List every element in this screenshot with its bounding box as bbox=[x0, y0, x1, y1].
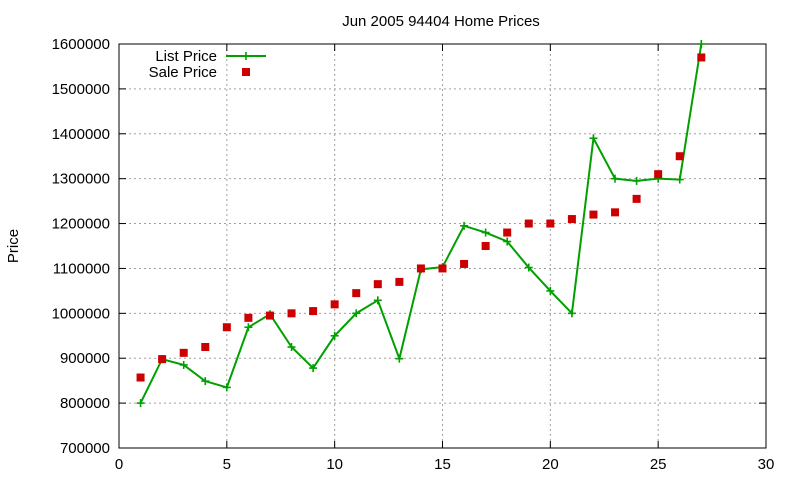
y-tick-label: 1000000 bbox=[52, 305, 110, 322]
legend-label: Sale Price bbox=[149, 64, 217, 81]
legend-swatch-marker bbox=[242, 68, 250, 76]
x-tick-label: 20 bbox=[542, 456, 559, 473]
plot-frame bbox=[118, 43, 767, 449]
sale-price-point bbox=[309, 307, 318, 316]
legend-label: List Price bbox=[155, 48, 217, 65]
list-price-point bbox=[697, 40, 706, 48]
sale-price-point bbox=[460, 259, 469, 268]
sale-price-point bbox=[158, 355, 167, 364]
grid bbox=[119, 44, 766, 448]
sale-price-point bbox=[546, 219, 555, 228]
list-price-point bbox=[611, 174, 620, 183]
sale-price-point bbox=[589, 210, 598, 219]
sale-price-point bbox=[416, 264, 425, 273]
y-tick-label: 700000 bbox=[60, 440, 110, 457]
sale-price-point bbox=[287, 309, 296, 318]
sale-price-point bbox=[503, 228, 512, 237]
list-price-point bbox=[460, 221, 469, 230]
sale-price-point bbox=[438, 264, 447, 273]
sale-price-point bbox=[201, 343, 210, 351]
sale-price-point bbox=[179, 348, 188, 357]
list-price-point bbox=[201, 377, 210, 386]
list-price-point bbox=[373, 296, 382, 305]
x-tick-label: 25 bbox=[650, 456, 667, 473]
list-price-point bbox=[503, 237, 512, 246]
sale-price-point bbox=[352, 289, 361, 298]
sale-price-point bbox=[395, 277, 404, 286]
x-tick-label: 30 bbox=[758, 456, 775, 473]
sale-price-point bbox=[136, 373, 145, 382]
list-price-point bbox=[546, 286, 555, 295]
y-tick-label: 800000 bbox=[60, 395, 110, 412]
list-price-point bbox=[330, 331, 339, 340]
y-tick-label: 1100000 bbox=[53, 260, 110, 277]
list-price-point bbox=[222, 383, 231, 392]
series-sale-price bbox=[136, 53, 706, 382]
x-tick-label: 10 bbox=[326, 456, 343, 473]
sale-price-point bbox=[330, 300, 339, 309]
sale-price-point bbox=[265, 311, 274, 320]
sale-price-point bbox=[373, 280, 382, 289]
list-price-point bbox=[675, 175, 684, 184]
list-price-point bbox=[179, 360, 188, 369]
sale-price-point bbox=[654, 170, 663, 179]
sale-price-point bbox=[697, 53, 706, 62]
chart-title: Jun 2005 94404 Home Prices bbox=[342, 13, 540, 30]
list-price-point bbox=[136, 399, 145, 408]
y-tick-label: 1300000 bbox=[52, 171, 110, 188]
list-price-point bbox=[352, 309, 361, 318]
list-price-point bbox=[524, 263, 533, 272]
sale-price-point bbox=[222, 323, 231, 332]
legend-item-sale-price: Sale Price bbox=[149, 64, 250, 81]
list-price-point bbox=[567, 309, 576, 318]
sale-price-point bbox=[632, 194, 641, 203]
sale-price-point bbox=[524, 219, 533, 228]
sale-price-point bbox=[567, 215, 576, 224]
y-axis-label: Price bbox=[5, 229, 22, 263]
y-tick-label: 1400000 bbox=[52, 126, 110, 143]
list-price-point bbox=[589, 134, 598, 143]
legend-item-list-price: List Price bbox=[155, 48, 266, 65]
legend-swatch-marker bbox=[242, 52, 250, 60]
sale-price-point bbox=[611, 208, 620, 217]
x-tick-label: 5 bbox=[223, 456, 231, 473]
series bbox=[136, 40, 706, 408]
x-tick-label: 0 bbox=[115, 456, 123, 473]
list-price-point bbox=[287, 343, 296, 351]
list-price-point bbox=[632, 176, 641, 185]
y-tick-label: 1600000 bbox=[52, 36, 110, 53]
list-price-point bbox=[395, 354, 404, 363]
sale-price-point bbox=[675, 152, 684, 161]
sale-price-point bbox=[481, 242, 490, 250]
list-price-point bbox=[244, 323, 253, 332]
y-tick-label: 1200000 bbox=[52, 216, 110, 233]
list-price-point bbox=[481, 228, 490, 237]
sale-price-point bbox=[244, 313, 253, 322]
list-price-point bbox=[309, 364, 318, 373]
y-tick-label: 900000 bbox=[60, 350, 110, 367]
y-tick-label: 1500000 bbox=[52, 81, 110, 98]
x-tick-label: 15 bbox=[434, 456, 451, 473]
axis-ticks: 700000 800000 900000 1000000 1100000 1200000 1… bbox=[52, 36, 775, 473]
